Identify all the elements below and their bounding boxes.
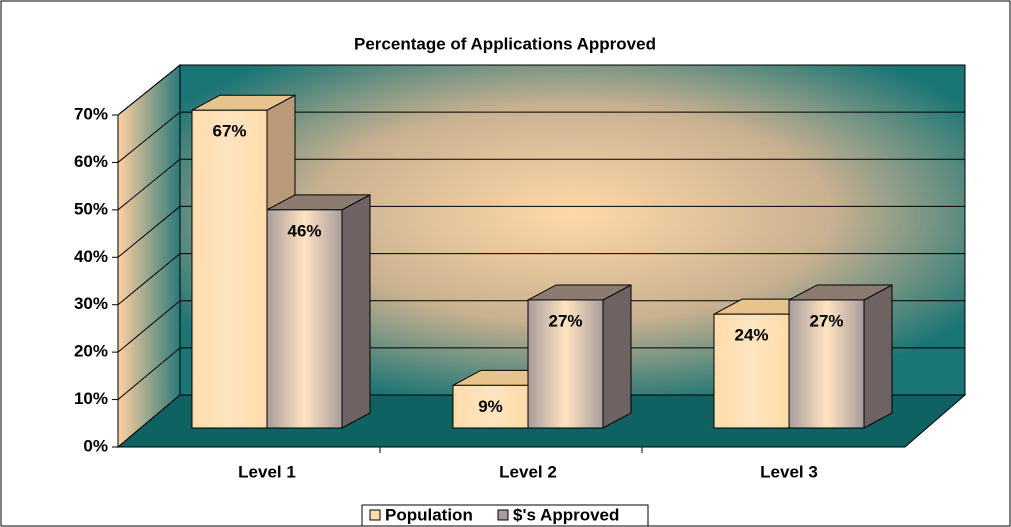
value-label: 27%	[809, 311, 843, 330]
x-tick-label: Level 1	[238, 462, 296, 481]
y-tick-label: 20%	[74, 342, 108, 361]
bar	[527, 284, 632, 429]
grid-line	[117, 206, 181, 258]
y-tick-label: 60%	[74, 152, 108, 171]
value-label: 46%	[287, 221, 321, 240]
y-tick-label: 10%	[74, 389, 108, 408]
value-label: 27%	[548, 311, 582, 330]
grid-line	[117, 300, 181, 353]
value-label: 67%	[212, 122, 246, 141]
bar-side	[602, 284, 632, 429]
y-tick-label: 30%	[74, 294, 108, 313]
chart-title: Percentage of Applications Approved	[354, 34, 656, 53]
bar-front	[788, 299, 865, 429]
legend-box	[361, 504, 649, 527]
legend-label: $'s Approved	[513, 505, 619, 524]
grid-line	[117, 347, 181, 400]
bar	[788, 284, 893, 429]
y-tick-label: 70%	[74, 104, 108, 123]
legend-swatch	[369, 509, 381, 521]
bar-side	[863, 284, 893, 429]
bar-front	[527, 299, 604, 429]
grid-line	[117, 111, 181, 163]
bar-front	[452, 384, 529, 429]
x-tick-label: Level 2	[499, 462, 557, 481]
bar-side	[341, 193, 371, 429]
y-tick-label: 40%	[74, 247, 108, 266]
bar-front	[713, 313, 790, 429]
grid-line	[117, 64, 181, 116]
y-tick-label: 50%	[74, 199, 108, 218]
side-wall	[117, 63, 181, 449]
legend-label: Population	[385, 505, 473, 524]
value-label: 9%	[478, 397, 503, 416]
grid-line	[117, 253, 181, 306]
y-tick-label: 0%	[83, 436, 108, 455]
value-label: 24%	[734, 326, 768, 345]
legend-swatch	[497, 509, 509, 521]
x-tick-label: Level 3	[760, 462, 818, 481]
bar	[266, 193, 371, 429]
grid-line	[117, 158, 181, 211]
bar-front	[191, 109, 268, 429]
bar-front	[266, 209, 343, 429]
